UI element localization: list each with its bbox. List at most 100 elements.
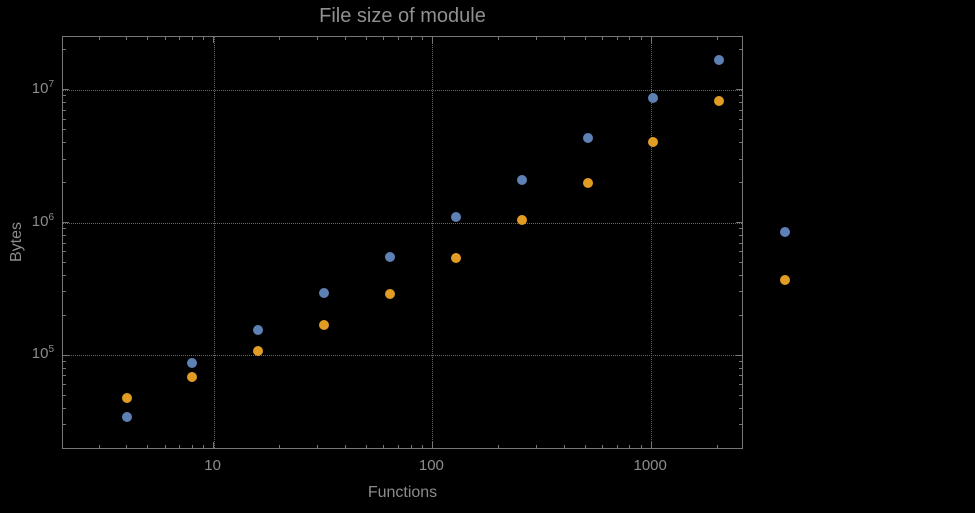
- y-tick-mark: [63, 49, 66, 51]
- y-tick-mark: [736, 222, 742, 224]
- y-tick-mark: [63, 367, 66, 369]
- data-point-series-orange: [516, 214, 527, 225]
- x-tick-mark: [629, 37, 631, 40]
- x-tick-mark: [278, 37, 280, 40]
- x-tick-mark: [366, 37, 368, 40]
- y-tick-mark: [739, 158, 742, 160]
- x-tick-mark: [191, 37, 193, 40]
- y-tick-mark: [63, 251, 66, 253]
- data-point-series-orange: [319, 319, 330, 330]
- data-point-series-orange: [648, 136, 659, 147]
- y-tick-mark: [736, 354, 742, 356]
- x-tick-mark: [147, 37, 149, 40]
- y-tick-mark: [739, 384, 742, 386]
- y-tick-mark: [739, 182, 742, 184]
- x-tick-mark: [317, 37, 319, 40]
- x-tick-mark: [640, 445, 642, 448]
- y-tick-label: 106: [31, 211, 54, 230]
- x-tick-mark: [126, 445, 128, 448]
- data-point-series-orange: [187, 372, 198, 383]
- data-point-series-orange: [253, 345, 264, 356]
- y-tick-mark: [739, 274, 742, 276]
- y-tick-mark: [63, 118, 66, 120]
- y-tick-mark: [63, 291, 66, 293]
- y-tick-mark: [739, 314, 742, 316]
- y-tick-mark: [739, 375, 742, 377]
- y-tick-mark: [63, 242, 66, 244]
- y-tick-mark: [739, 129, 742, 131]
- y-gridline: [63, 89, 742, 91]
- x-tick-mark: [191, 445, 193, 448]
- x-tick-mark: [602, 445, 604, 448]
- y-tick-mark: [739, 242, 742, 244]
- x-tick-mark: [398, 37, 399, 40]
- y-tick-mark: [63, 354, 69, 356]
- y-tick-mark: [739, 291, 742, 293]
- data-point-series-orange: [121, 392, 132, 403]
- y-tick-mark: [739, 109, 742, 111]
- y-gridline: [63, 222, 742, 224]
- x-tick-mark: [213, 37, 215, 43]
- data-point-series-blue: [384, 251, 395, 262]
- x-axis-label: Functions: [367, 484, 438, 501]
- x-tick-mark: [366, 445, 368, 448]
- data-point-series-orange: [780, 274, 791, 285]
- x-tick-mark: [497, 445, 499, 448]
- y-tick-mark: [63, 129, 66, 131]
- y-tick-mark: [739, 95, 742, 97]
- y-tick-mark: [63, 182, 66, 184]
- x-tick-mark: [126, 37, 128, 40]
- x-tick-mark: [716, 445, 718, 448]
- y-tick-mark: [739, 234, 742, 236]
- data-point-series-blue: [253, 324, 264, 335]
- data-point-series-orange: [384, 288, 395, 299]
- x-tick-mark: [344, 37, 346, 40]
- x-tick-mark: [98, 445, 100, 448]
- y-tick-mark: [63, 407, 66, 409]
- x-tick-mark: [278, 445, 280, 448]
- x-tick-mark: [344, 445, 346, 448]
- x-tick-mark: [203, 445, 205, 448]
- y-tick-mark: [63, 102, 66, 104]
- x-tick-mark: [431, 442, 433, 448]
- y-tick-mark: [63, 109, 66, 111]
- x-tick-mark: [383, 445, 385, 448]
- x-gridline: [432, 37, 434, 448]
- y-tick-mark: [63, 360, 66, 362]
- y-tick-mark: [739, 142, 742, 144]
- y-tick-label: 105: [31, 344, 54, 363]
- x-gridline: [213, 37, 215, 448]
- x-tick-mark: [629, 445, 631, 448]
- x-tick-mark: [383, 37, 385, 40]
- x-tick-mark: [164, 445, 166, 448]
- x-tick-label: 10: [204, 457, 221, 474]
- y-tick-mark: [739, 118, 742, 120]
- y-tick-mark: [63, 274, 66, 276]
- y-tick-mark: [739, 407, 742, 409]
- x-tick-mark: [147, 445, 149, 448]
- x-tick-mark: [203, 37, 205, 40]
- x-tick-mark: [616, 445, 618, 448]
- y-tick-mark: [63, 142, 66, 144]
- y-tick-mark: [63, 89, 69, 91]
- y-tick-mark: [63, 394, 66, 396]
- y-tick-mark: [739, 251, 742, 253]
- y-tick-mark: [736, 89, 742, 91]
- data-point-series-blue: [516, 174, 527, 185]
- y-tick-mark: [63, 234, 66, 236]
- data-point-series-blue: [582, 133, 593, 144]
- y-tick-mark: [739, 394, 742, 396]
- y-tick-mark: [63, 95, 66, 97]
- y-tick-mark: [63, 228, 66, 230]
- y-tick-mark: [63, 158, 66, 160]
- x-tick-mark: [640, 37, 642, 40]
- data-point-series-orange: [450, 252, 461, 263]
- y-tick-mark: [63, 314, 66, 316]
- y-tick-mark: [739, 360, 742, 362]
- y-tick-mark: [63, 261, 66, 263]
- y-tick-mark: [63, 375, 66, 377]
- x-tick-mark: [563, 37, 565, 40]
- x-tick-mark: [98, 37, 100, 40]
- x-tick-mark: [616, 37, 618, 40]
- x-tick-mark: [602, 37, 604, 40]
